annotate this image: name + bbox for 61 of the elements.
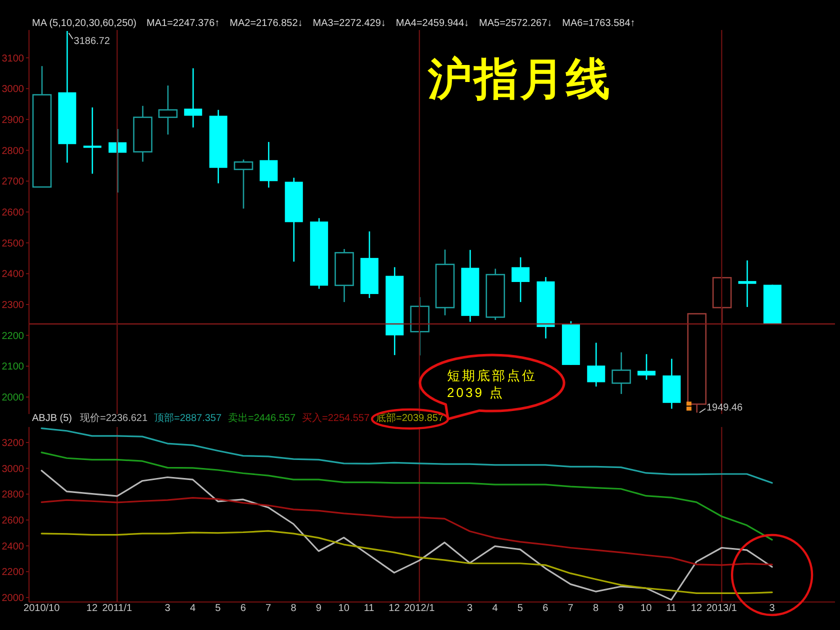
- y-tick-label: 2900: [2, 114, 24, 126]
- legend-title: ABJB (5): [32, 413, 72, 424]
- x-tick-label: 2011/1: [102, 603, 133, 614]
- annotation: 3186.72: [74, 36, 110, 48]
- y-tick-label: 2300: [2, 300, 24, 312]
- y-tick-label: 3100: [2, 53, 24, 64]
- x-tick-label: 5: [517, 603, 524, 614]
- text: MA4=2459.944↓: [396, 18, 470, 30]
- text: 卖出=2446.557: [228, 413, 296, 424]
- text: MA1=2247.376↑: [146, 18, 220, 30]
- x-tick-label: 4: [190, 603, 196, 614]
- x-tick-label: 4: [492, 603, 498, 614]
- y-tick-label: 2600: [2, 515, 24, 526]
- x-tick-label: 8: [592, 603, 599, 614]
- x-tick-label: 3: [769, 603, 776, 614]
- x-tick-label: 12: [86, 603, 98, 614]
- x-tick-label: 2012/1: [404, 603, 436, 614]
- y-tick-label: 2200: [2, 567, 24, 578]
- x-tick-label: 6: [542, 603, 549, 614]
- y-tick-label: 2800: [2, 490, 24, 501]
- x-tick-label: 8: [290, 603, 297, 614]
- y-tick-label: 2800: [2, 146, 24, 157]
- x-tick-label: 9: [618, 603, 624, 614]
- x-tick-label: 6: [240, 603, 246, 614]
- y-tick-label: 3000: [2, 84, 24, 96]
- x-tick-label: 11: [364, 603, 375, 614]
- x-tick-label: 12: [388, 603, 400, 614]
- x-tick-label: 9: [316, 603, 322, 614]
- y-tick-label: 2600: [2, 207, 24, 218]
- y-tick-label: 2500: [2, 238, 24, 250]
- y-tick-label: 3200: [2, 438, 24, 449]
- annotation: 1949.46: [706, 402, 744, 414]
- series-label: 顶部=2887.357: [154, 413, 222, 424]
- y-tick-label: 2100: [2, 362, 24, 373]
- x-tick-label: 10: [338, 603, 350, 614]
- text: 现价=2236.621: [80, 413, 148, 424]
- x-tick-label: 3: [164, 603, 171, 614]
- y-tick-label: 2000: [2, 392, 24, 404]
- text: MA6=1763.584↑: [562, 18, 636, 30]
- y-tick-label: 2000: [2, 592, 24, 604]
- y-tick-label: 2200: [2, 330, 24, 342]
- x-tick-label: 10: [640, 603, 652, 614]
- text: MA (5,10,20,30,60,250): [32, 18, 137, 30]
- x-tick-label: 7: [568, 603, 574, 614]
- text: MA3=2272.429↓: [312, 18, 386, 30]
- x-tick-label: 5: [215, 603, 222, 614]
- text: 沪指月线: [428, 55, 612, 104]
- x-tick-label: 3: [467, 603, 473, 614]
- text: MA2=2176.852↓: [230, 18, 303, 30]
- text: MA5=2572.267↓: [479, 18, 552, 30]
- x-tick-label: 2010/10: [24, 603, 60, 614]
- y-tick-label: 2400: [2, 269, 24, 280]
- x-tick-label: 11: [666, 603, 677, 614]
- annotation: 短期底部点位 2039 点: [447, 368, 537, 400]
- x-tick-label: 7: [266, 603, 272, 614]
- x-tick-label: 12: [690, 603, 702, 614]
- x-tick-label: 2013/1: [706, 603, 738, 614]
- y-tick-label: 3000: [2, 464, 24, 475]
- text: 买入=2254.557: [302, 413, 370, 424]
- y-tick-label: 2400: [2, 541, 24, 552]
- y-tick-label: 2700: [2, 176, 24, 188]
